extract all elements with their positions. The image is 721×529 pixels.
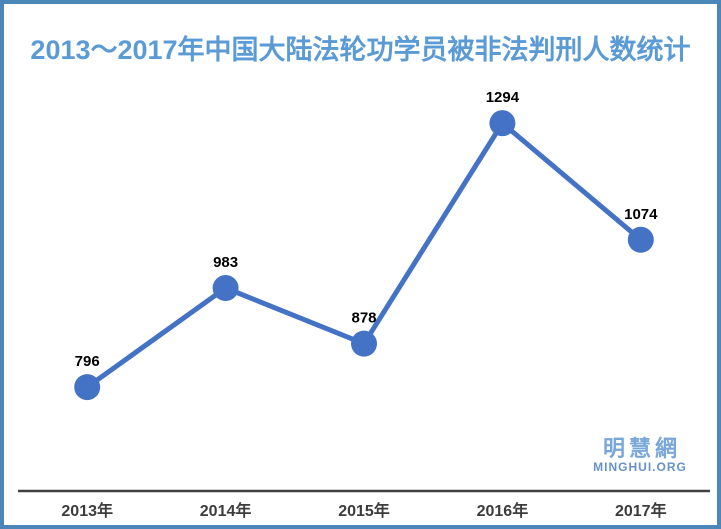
data-labels: 796 983 878 1294 1074 [75, 89, 658, 370]
data-point-2017年 [627, 226, 654, 253]
x-tick-2014年: 2014年 [200, 501, 252, 520]
data-label-2015年: 878 [351, 310, 376, 327]
chart-title: 2013～2017年中国大陆法轮功学员被非法判刑人数统计 [30, 35, 691, 65]
data-label-2014年: 983 [213, 254, 238, 271]
data-point-2014年 [212, 275, 239, 302]
data-label-2013年: 796 [75, 353, 100, 370]
watermark-site-name: 明慧網 [602, 436, 681, 461]
data-point-2016年 [489, 110, 516, 137]
watermark-site-url: MINGHUI.ORG [593, 460, 687, 475]
data-points [74, 110, 654, 401]
data-label-2016年: 1294 [486, 89, 520, 106]
watermark: 明慧網 MINGHUI.ORG [578, 437, 702, 474]
data-label-2017年: 1074 [624, 206, 658, 223]
x-tick-2016年: 2016年 [477, 501, 529, 520]
data-point-2013年 [74, 374, 101, 401]
x-tick-2015年: 2015年 [338, 501, 390, 520]
data-point-2015年 [351, 330, 377, 357]
x-tick-2013年: 2013年 [61, 501, 113, 520]
x-tick-2017年: 2017年 [615, 501, 667, 520]
x-tick-labels: 2013年 2014年 2015年 2016年 2017年 [61, 501, 666, 520]
